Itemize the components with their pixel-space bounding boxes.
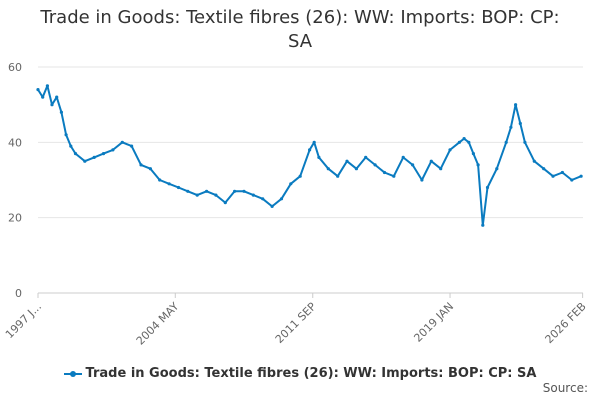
chart-title-line-2: SA <box>287 31 313 52</box>
source-label: Source: <box>542 381 588 395</box>
data-point <box>83 159 87 163</box>
y-tick-label: 0 <box>15 287 22 300</box>
x-tick-label: 2019 JAN <box>411 300 456 345</box>
data-point <box>373 163 377 167</box>
data-point <box>167 182 171 186</box>
data-point <box>308 148 312 152</box>
data-point <box>59 110 64 114</box>
data-point <box>233 189 237 193</box>
data-point <box>101 152 106 156</box>
data-point <box>139 163 143 167</box>
data-point <box>382 170 387 175</box>
data-point <box>514 103 518 107</box>
data-point <box>45 84 50 88</box>
data-point <box>289 182 293 186</box>
data-point <box>411 163 415 167</box>
data-point <box>298 174 302 178</box>
data-point <box>270 204 274 208</box>
data-point <box>312 140 316 144</box>
data-point <box>326 167 330 171</box>
series-line <box>37 84 582 227</box>
y-tick-label: 40 <box>8 136 22 149</box>
x-tick-label: 2026 FEB <box>543 300 589 346</box>
data-point <box>50 103 54 107</box>
data-point <box>420 178 424 182</box>
legend-series-swatch <box>63 368 82 380</box>
data-point <box>41 95 45 99</box>
data-point <box>485 185 490 190</box>
data-point <box>481 223 485 227</box>
data-point <box>120 140 124 144</box>
data-point <box>55 95 59 99</box>
data-point <box>448 148 452 152</box>
data-point <box>345 159 349 163</box>
data-point <box>279 197 284 201</box>
data-point <box>111 148 115 152</box>
data-point <box>471 152 475 156</box>
data-point <box>176 185 181 190</box>
data-point <box>392 174 396 178</box>
data-point <box>532 159 536 163</box>
legend-series-label: Trade in Goods: Textile fibres (26): WW:… <box>85 366 537 381</box>
data-point <box>467 140 471 144</box>
data-point <box>242 189 246 193</box>
data-point <box>504 140 508 144</box>
x-tick-label: 2011 SEP <box>273 300 319 346</box>
data-point <box>186 189 190 193</box>
x-tick-label: 2004 MAY <box>134 300 182 348</box>
data-point <box>69 144 73 148</box>
data-point <box>223 201 227 205</box>
y-tick-label: 60 <box>8 61 22 74</box>
data-point <box>439 167 443 171</box>
data-point <box>317 155 321 159</box>
data-point <box>261 197 265 201</box>
data-point <box>570 178 574 182</box>
data-point <box>509 125 513 129</box>
data-point <box>205 189 209 193</box>
data-point <box>195 193 199 197</box>
data-point <box>560 170 565 175</box>
data-point <box>551 174 555 178</box>
x-tick-label: 1997 J... <box>3 300 44 341</box>
data-point <box>518 121 522 126</box>
data-point <box>158 178 162 182</box>
data-point <box>401 155 405 159</box>
data-point <box>130 144 134 148</box>
data-point <box>495 167 499 171</box>
chart-legend[interactable]: Trade in Goods: Textile fibres (26): WW:… <box>0 366 600 381</box>
data-point <box>429 159 433 163</box>
data-point <box>579 174 583 178</box>
data-point <box>476 163 480 167</box>
data-point <box>251 193 255 197</box>
data-point <box>462 137 466 141</box>
data-point <box>354 167 358 171</box>
data-point <box>92 155 96 159</box>
chart-title: Trade in Goods: Textile fibres (26): WW:… <box>0 6 600 54</box>
data-point <box>36 88 40 92</box>
data-point <box>364 155 368 159</box>
data-point <box>542 167 546 171</box>
data-point <box>64 133 68 137</box>
data-point <box>457 140 461 144</box>
data-point <box>148 167 152 171</box>
data-point <box>214 193 218 197</box>
chart-title-line-1: Trade in Goods: Textile fibres (26): WW:… <box>40 7 560 28</box>
data-point <box>523 140 527 144</box>
y-tick-label: 20 <box>8 212 22 225</box>
data-point <box>73 152 78 156</box>
data-point <box>336 174 340 178</box>
